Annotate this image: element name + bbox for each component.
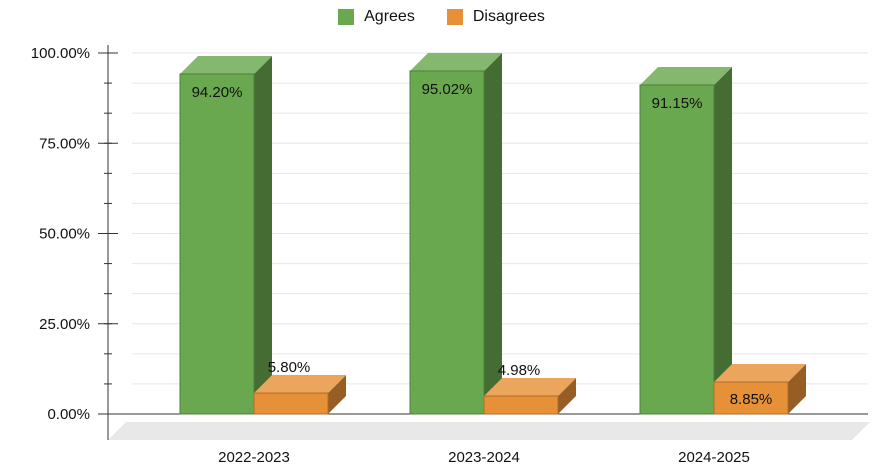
agrees-bar[interactable] <box>179 55 272 415</box>
bar-top-face <box>410 52 502 71</box>
x-tick-label: 2023-2024 <box>448 449 520 466</box>
data-label: 91.15% <box>652 95 703 112</box>
chart-floor <box>108 422 870 440</box>
bar-side-face <box>714 66 732 415</box>
bar-side-face <box>484 52 502 415</box>
bar-front-face <box>253 392 329 415</box>
legend-item-agrees[interactable]: Agrees <box>338 8 415 26</box>
x-tick-label: 2024-2025 <box>678 449 750 466</box>
disagrees-bar[interactable] <box>713 364 806 415</box>
bar-top-face <box>640 66 732 85</box>
legend-swatch-disagrees <box>446 9 463 25</box>
bar-side-face <box>328 375 346 414</box>
bar-front-face <box>639 84 715 415</box>
disagrees-bar[interactable] <box>483 378 576 415</box>
y-tick-label: 50.00% <box>39 226 90 243</box>
data-label: 94.20% <box>192 84 243 101</box>
bar-front-face <box>179 73 255 415</box>
agrees-bar[interactable] <box>409 52 502 415</box>
bar-top-face <box>180 55 272 74</box>
bar-top-face <box>254 375 346 394</box>
bar-side-face <box>254 55 272 415</box>
data-label: 5.80% <box>268 359 311 376</box>
bar-front-face <box>483 395 559 415</box>
data-label: 8.85% <box>730 391 773 408</box>
bar-top-face <box>714 364 806 383</box>
y-tick-label: 100.00% <box>31 45 90 62</box>
y-tick-label: 25.00% <box>39 316 90 333</box>
legend-item-disagrees[interactable]: Disagrees <box>446 8 545 26</box>
legend-label-agrees: Agrees <box>364 8 415 25</box>
legend-label-disagrees: Disagrees <box>472 8 545 25</box>
legend-swatch-agrees <box>338 9 355 25</box>
x-tick-label: 2022-2023 <box>218 449 290 466</box>
legend: Agrees Disagrees <box>0 6 883 28</box>
data-label: 95.02% <box>422 81 473 98</box>
bar-front-face <box>409 70 485 415</box>
disagrees-bar[interactable] <box>253 375 346 415</box>
y-tick-label: 0.00% <box>47 406 90 423</box>
bar-side-face <box>788 364 806 414</box>
agrees-bar[interactable] <box>639 66 732 415</box>
bar-front-face <box>713 381 789 415</box>
bar-side-face <box>558 378 576 414</box>
data-label: 4.98% <box>498 362 541 379</box>
bar-top-face <box>484 378 576 397</box>
y-tick-label: 75.00% <box>39 135 90 152</box>
